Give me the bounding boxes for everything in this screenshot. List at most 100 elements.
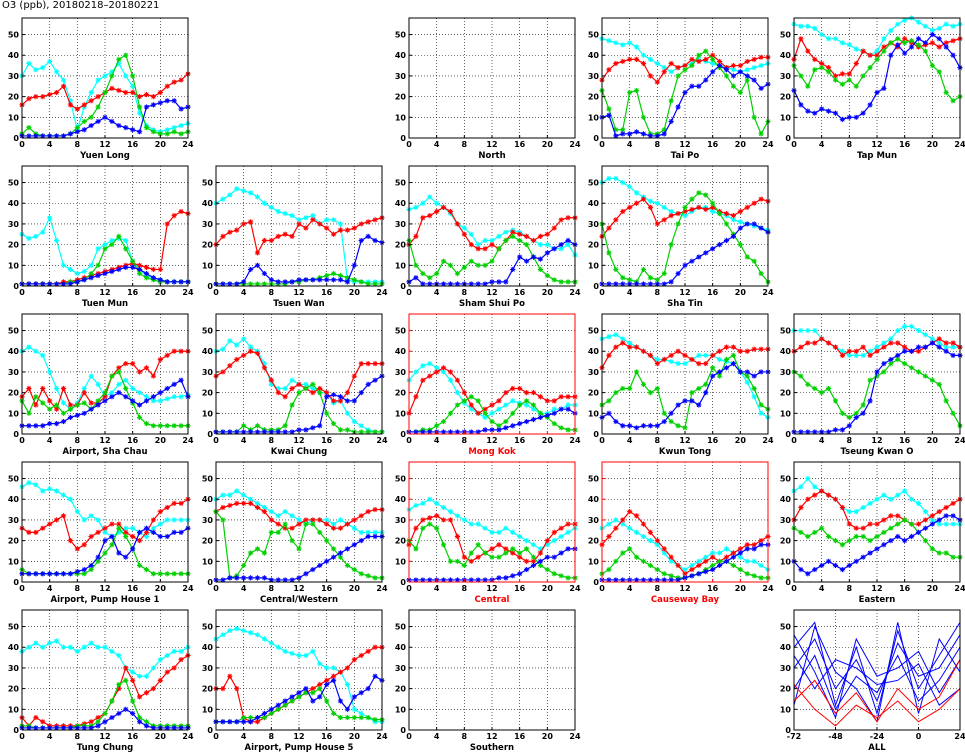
data-point bbox=[950, 23, 956, 29]
data-point bbox=[81, 542, 87, 548]
data-point bbox=[902, 36, 908, 42]
data-point bbox=[440, 281, 447, 287]
data-point bbox=[164, 98, 170, 104]
data-point bbox=[247, 344, 254, 350]
x-tick-label: 4 bbox=[819, 584, 825, 593]
data-point bbox=[853, 509, 859, 515]
data-point bbox=[268, 237, 274, 244]
data-point bbox=[723, 554, 730, 560]
data-point bbox=[530, 390, 537, 396]
data-point bbox=[798, 102, 804, 108]
data-point bbox=[116, 266, 122, 273]
data-point bbox=[530, 237, 537, 244]
y-tick-label: 40 bbox=[588, 347, 600, 356]
data-point bbox=[710, 56, 716, 62]
data-point bbox=[365, 429, 371, 435]
data-point bbox=[102, 525, 108, 531]
y-tick-label: 20 bbox=[395, 241, 407, 250]
x-tick-label: 12 bbox=[486, 732, 497, 741]
data-point bbox=[358, 538, 364, 544]
data-point bbox=[565, 427, 571, 433]
data-point bbox=[675, 577, 681, 583]
data-point bbox=[365, 573, 371, 579]
data-point bbox=[640, 521, 647, 527]
data-point bbox=[819, 336, 825, 342]
y-tick-label: 30 bbox=[8, 516, 20, 525]
x-tick-label: 4 bbox=[241, 436, 247, 445]
y-tick-label: 0 bbox=[400, 726, 406, 735]
data-point bbox=[751, 542, 757, 548]
data-point bbox=[275, 513, 281, 519]
data-point bbox=[234, 500, 240, 506]
data-point bbox=[475, 410, 481, 416]
data-point bbox=[902, 517, 908, 523]
data-point bbox=[819, 31, 825, 38]
y-tick-label: 0 bbox=[13, 134, 19, 143]
x-tick-label: 20 bbox=[735, 288, 747, 297]
data-point bbox=[282, 394, 288, 400]
data-point bbox=[109, 268, 115, 275]
data-point bbox=[633, 577, 640, 583]
data-point bbox=[358, 513, 364, 519]
data-point bbox=[324, 225, 330, 231]
data-point bbox=[929, 513, 935, 519]
data-point bbox=[675, 270, 681, 277]
data-point bbox=[929, 546, 935, 552]
data-point bbox=[116, 525, 122, 531]
y-tick-label: 40 bbox=[8, 495, 20, 504]
data-point bbox=[668, 208, 674, 215]
data-point bbox=[703, 206, 709, 213]
data-point bbox=[40, 400, 46, 406]
x-tick-label: 20 bbox=[927, 140, 939, 149]
data-point bbox=[654, 277, 660, 283]
data-point bbox=[365, 381, 371, 387]
data-point bbox=[33, 640, 39, 646]
data-point bbox=[88, 513, 94, 519]
y-tick-label: 50 bbox=[8, 179, 20, 188]
data-point bbox=[929, 340, 935, 346]
data-point bbox=[164, 385, 170, 392]
data-point bbox=[227, 628, 233, 634]
data-point bbox=[74, 546, 80, 552]
x-tick-label: 4 bbox=[819, 436, 825, 445]
data-point bbox=[157, 423, 163, 429]
series-line bbox=[601, 519, 769, 571]
data-point bbox=[551, 398, 557, 404]
y-tick-label: 0 bbox=[207, 578, 213, 587]
data-point bbox=[116, 60, 122, 67]
data-point bbox=[53, 571, 60, 577]
data-point bbox=[81, 385, 87, 392]
data-point bbox=[922, 48, 929, 54]
data-point bbox=[744, 254, 750, 260]
data-point bbox=[633, 87, 640, 94]
data-point bbox=[723, 67, 730, 73]
y-tick-label: 0 bbox=[785, 134, 791, 143]
data-point bbox=[296, 575, 302, 581]
data-point bbox=[268, 706, 274, 712]
data-point bbox=[620, 385, 626, 392]
station-label: Kwun Tong bbox=[659, 447, 711, 457]
data-point bbox=[26, 125, 32, 131]
data-point bbox=[606, 521, 612, 527]
data-point bbox=[812, 327, 818, 334]
data-point bbox=[454, 513, 461, 519]
data-point bbox=[943, 521, 949, 527]
data-point bbox=[606, 533, 612, 540]
x-tick-label: 12 bbox=[679, 140, 690, 149]
data-point bbox=[268, 710, 274, 717]
data-point bbox=[434, 513, 440, 519]
y-tick-label: 30 bbox=[395, 664, 407, 673]
data-point bbox=[220, 346, 226, 352]
data-point bbox=[427, 521, 433, 527]
data-point bbox=[143, 533, 150, 540]
station-label: Mong Kok bbox=[468, 447, 516, 457]
data-point bbox=[102, 390, 108, 396]
data-point bbox=[832, 538, 839, 544]
data-point bbox=[936, 344, 942, 350]
y-tick-label: 30 bbox=[8, 220, 20, 229]
data-point bbox=[247, 219, 254, 225]
data-point bbox=[447, 262, 454, 268]
